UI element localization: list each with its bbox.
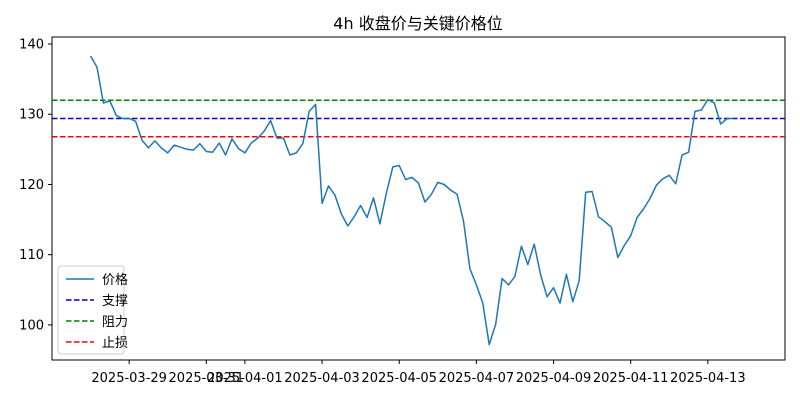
x-tick-label: 2025-04-07 bbox=[439, 371, 515, 386]
y-tick-label: 140 bbox=[19, 38, 44, 53]
legend-label: 阻力 bbox=[102, 315, 128, 330]
y-tick-label: 100 bbox=[19, 318, 44, 333]
plot-frame bbox=[51, 36, 786, 361]
key-level-lines bbox=[52, 99, 785, 138]
x-tick-label: 2025-04-11 bbox=[593, 371, 669, 386]
plot-area bbox=[51, 36, 786, 361]
x-tick-label: 2025-04-05 bbox=[361, 371, 437, 386]
price-series bbox=[89, 55, 734, 346]
legend-label: 止损 bbox=[102, 336, 128, 351]
legend-box bbox=[57, 265, 125, 355]
y-tick-label: 120 bbox=[19, 178, 44, 193]
legend-label: 支撑 bbox=[102, 294, 128, 309]
y-tick-label: 130 bbox=[19, 108, 44, 123]
x-tick-label: 2025-03-31 bbox=[169, 371, 245, 386]
x-tick-label: 2025-03-29 bbox=[91, 371, 167, 386]
x-tick-label: 2025-04-09 bbox=[516, 371, 592, 386]
x-tick-label: 2025-04-13 bbox=[670, 371, 746, 386]
price-line bbox=[89, 55, 734, 346]
chart-title: 4h 收盘价与关键价格位 bbox=[333, 14, 502, 33]
x-tick-label: 2025-04-03 bbox=[284, 371, 360, 386]
y-tick-label: 110 bbox=[19, 248, 44, 263]
legend-label: 价格 bbox=[102, 272, 128, 288]
y-axis: 100 110 120 130 140 bbox=[19, 38, 52, 333]
x-tick-label: 2025-04-01 bbox=[207, 371, 283, 386]
